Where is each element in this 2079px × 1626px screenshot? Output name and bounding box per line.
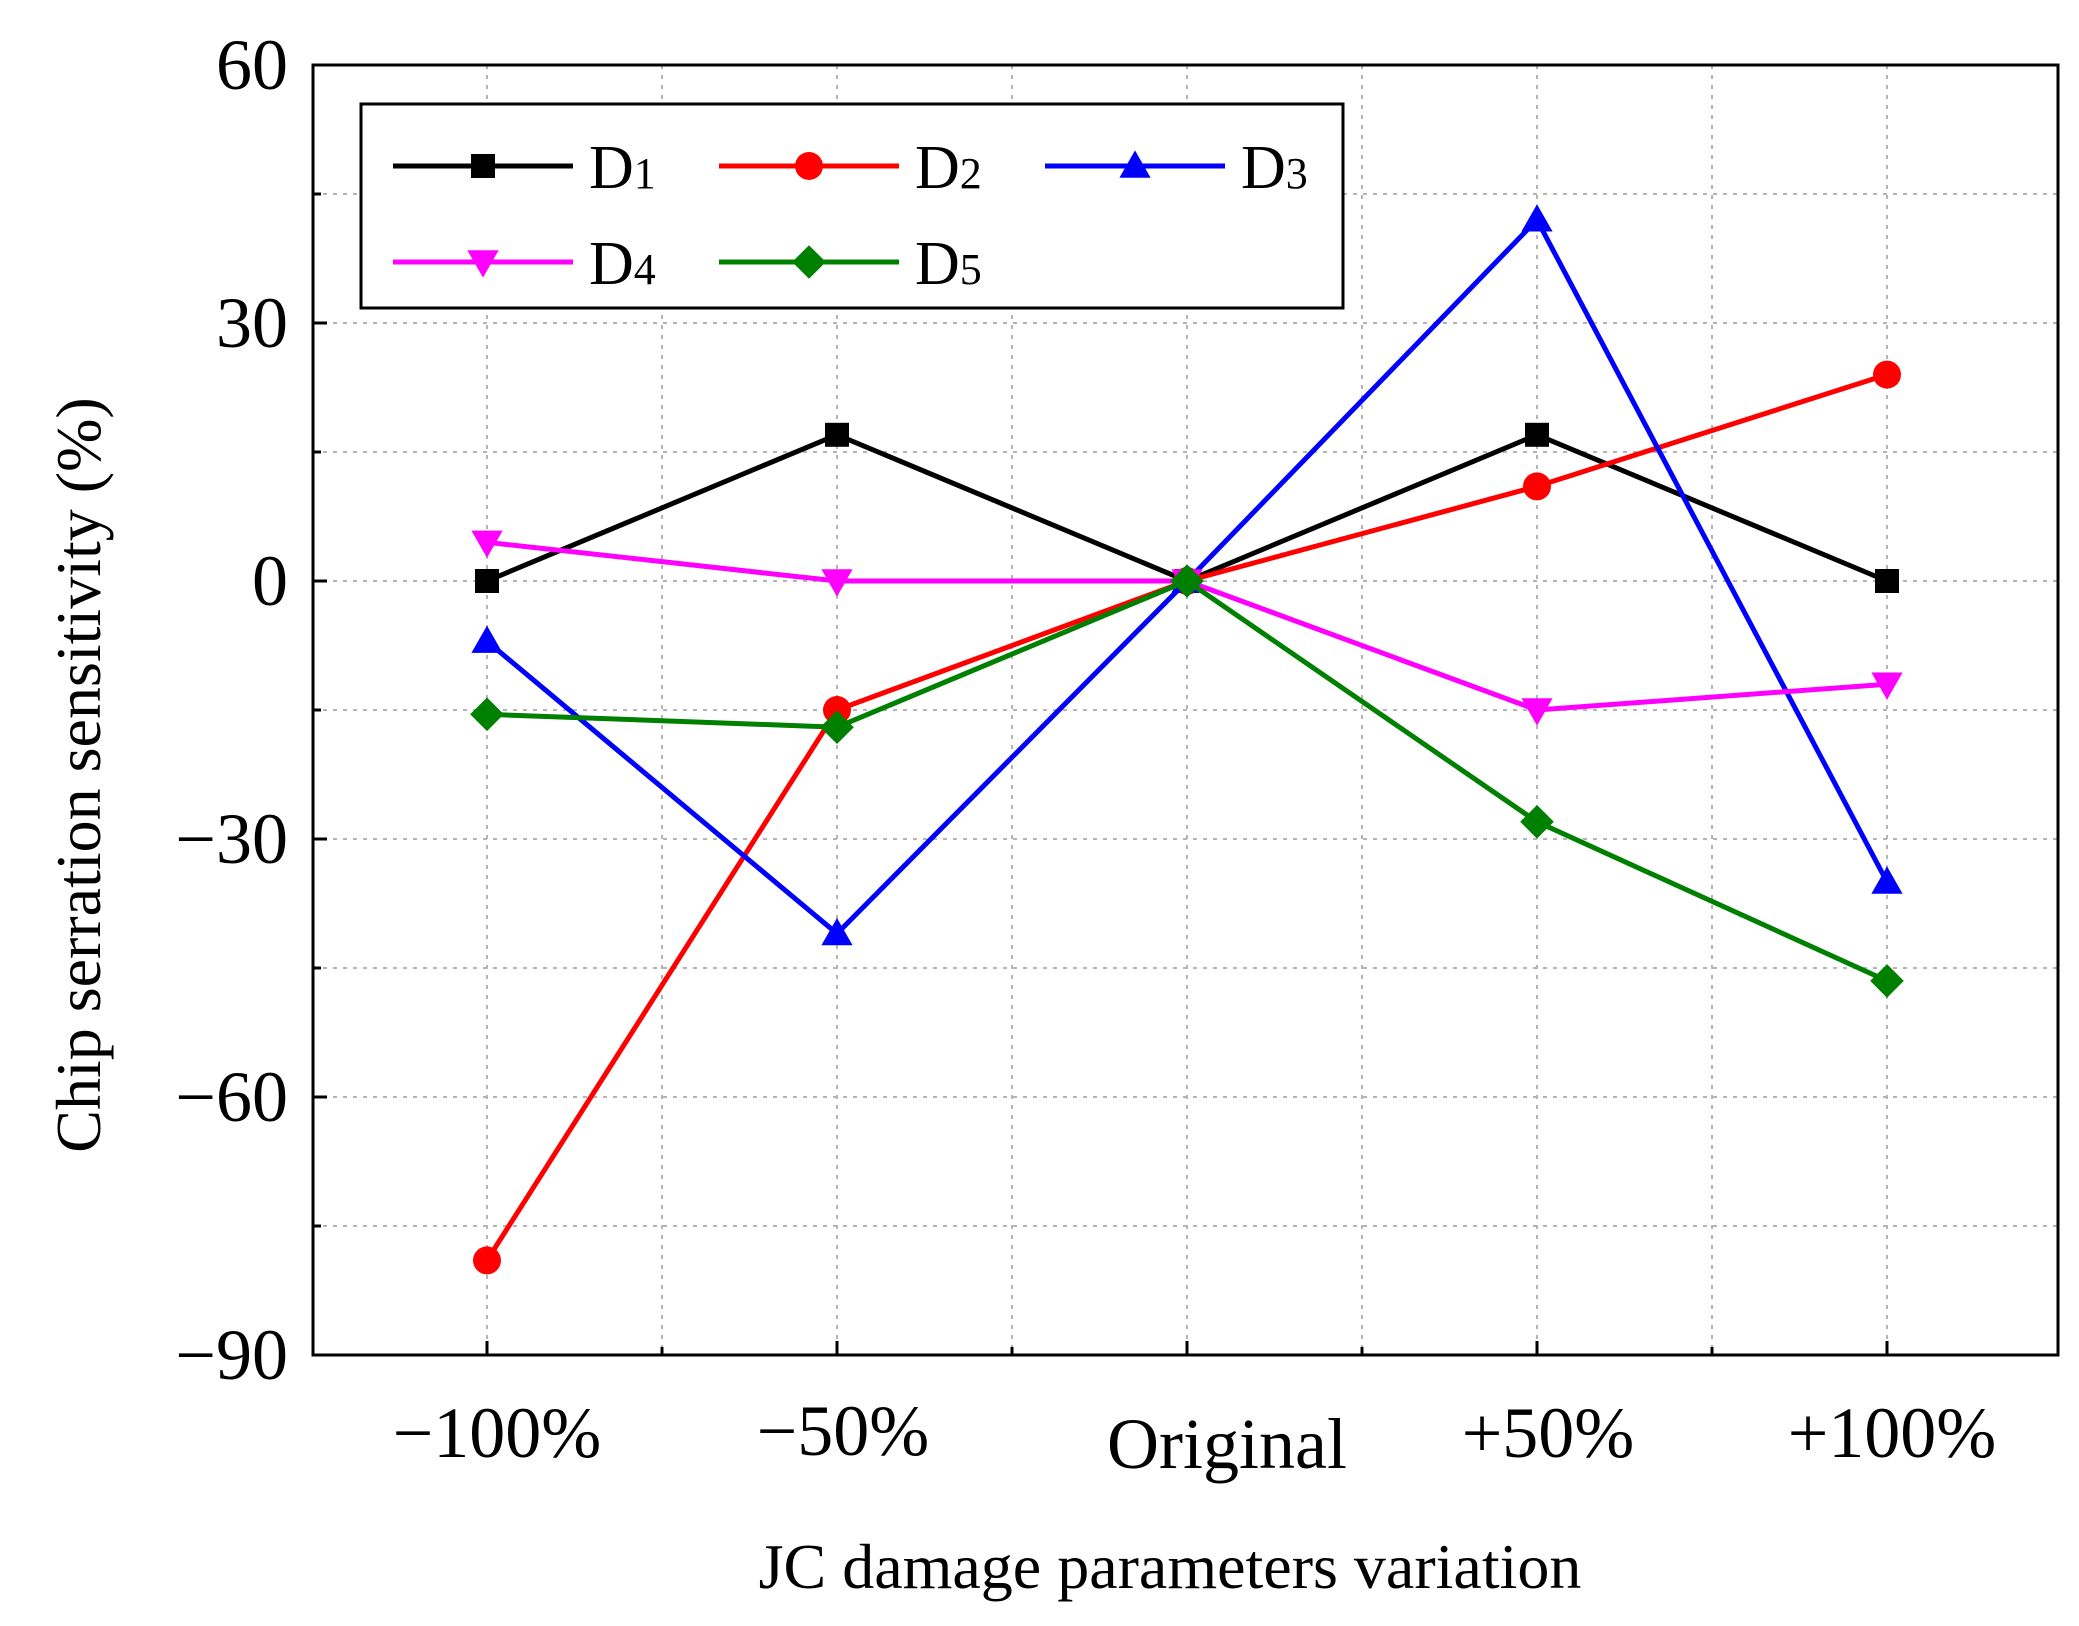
data-point-d3 (821, 918, 853, 946)
legend-marker (792, 245, 826, 279)
data-point-d3 (471, 625, 503, 653)
x-axis-title: JC damage parameters variation (759, 1531, 1582, 1602)
axis-ticks: 60 30 0 −30 −60 −90 −100% −50% Original +50% +100% (175, 25, 1996, 1484)
data-point-d5 (1520, 805, 1554, 839)
y-tick-label: 30 (216, 283, 288, 363)
x-tick-label: +50% (1462, 1393, 1635, 1473)
data-point-d5 (1170, 564, 1204, 598)
legend-label: D3 (1241, 134, 1308, 202)
legend-entry-d3: D3 (1045, 134, 1308, 202)
data-point-d2 (823, 696, 851, 724)
y-tick-label: −90 (175, 1315, 288, 1395)
legend-marker (795, 152, 823, 180)
data-point-d3 (1871, 866, 1903, 894)
data-point-d2 (1873, 360, 1901, 389)
data-point-d4 (821, 569, 853, 597)
data-point-d1 (475, 569, 499, 593)
series-group (470, 204, 1904, 1275)
data-point-d5 (1870, 964, 1904, 998)
x-tick-label: −50% (757, 1391, 930, 1471)
series-d5 (470, 564, 1904, 998)
x-tick-label: −100% (393, 1393, 602, 1473)
data-point-d5 (820, 710, 854, 744)
legend-label: D4 (589, 230, 656, 298)
data-point-d5 (470, 697, 504, 732)
y-tick-label: 0 (252, 541, 288, 621)
legend-marker (467, 250, 499, 278)
legend-marker (1119, 150, 1151, 178)
legend-entry-d5: D5 (719, 230, 982, 298)
legend-marker (471, 154, 495, 178)
data-point-d2 (1523, 472, 1551, 501)
data-point-d1 (1525, 422, 1549, 447)
series-line-d5 (486, 578, 1889, 984)
data-point-d4 (1521, 698, 1553, 726)
x-tick-label: Original (1107, 1404, 1347, 1484)
y-tick-label: 60 (216, 25, 288, 105)
legend-label: D1 (589, 134, 656, 202)
data-point-d1 (1875, 569, 1899, 593)
legend-entry-d2: D2 (719, 134, 982, 202)
legend-box (359, 102, 1345, 310)
legend-label: D5 (915, 230, 982, 298)
y-axis-title: Chip serration sensitivity (%) (43, 397, 114, 1152)
data-point-d2 (473, 1246, 501, 1275)
legend-entry-d1: D1 (393, 134, 656, 202)
legend: D1 D2 D3 D4 D5 (359, 102, 1345, 310)
y-tick-label: −60 (175, 1057, 288, 1137)
data-point-d4 (471, 530, 503, 558)
x-tick-label: +100% (1788, 1393, 1997, 1473)
data-point-d1 (825, 422, 849, 447)
data-point-d4 (1871, 672, 1903, 700)
y-tick-label: −30 (175, 799, 288, 879)
legend-entry-d4: D4 (393, 230, 656, 298)
legend-label: D2 (915, 134, 982, 202)
data-point-d3 (1521, 204, 1553, 232)
